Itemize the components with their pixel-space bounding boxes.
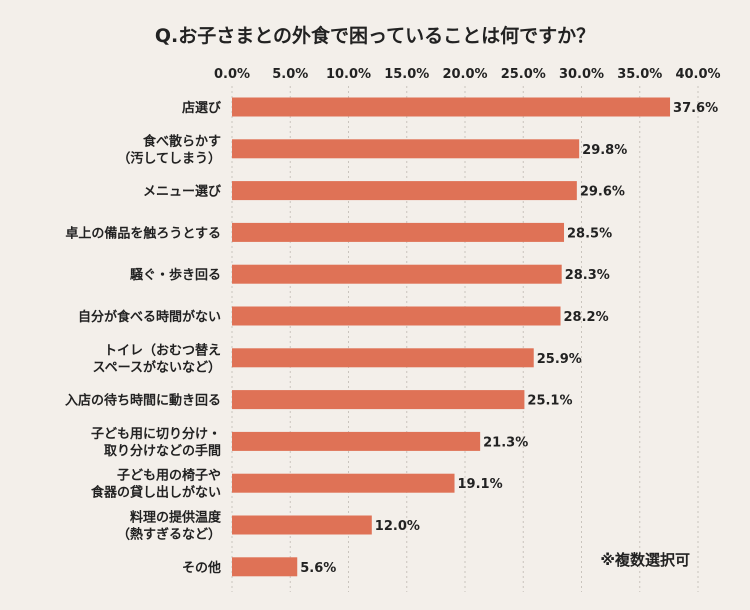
x-tick-label: 25.0% — [501, 67, 546, 82]
category-label: 騒ぐ・歩き回る — [129, 267, 221, 283]
category-label: 子ども用の椅子や食器の貸し出しがない — [91, 468, 221, 501]
category-label: 入店の待ち時間に動き回る — [65, 393, 221, 409]
category-label: 店選び — [182, 100, 222, 116]
category-label: 自分が食べる時間がない — [78, 309, 221, 325]
bar — [232, 306, 561, 326]
category-label: 料理の提供温度（熱すぎるなど） — [117, 510, 222, 543]
value-label: 28.2% — [564, 310, 609, 325]
x-tick-label: 30.0% — [559, 67, 604, 82]
gridlines — [231, 86, 699, 592]
value-label: 12.0% — [375, 519, 420, 534]
bar — [232, 348, 534, 368]
value-label: 5.6% — [300, 561, 336, 576]
bar — [232, 139, 580, 159]
bar — [232, 390, 525, 410]
value-labels: 37.6% 29.8% 29.6% 28.5% 28.3% 28.2% 25.9% 25.1%… — [300, 101, 718, 576]
bar — [232, 557, 298, 577]
x-tick-label: 40.0% — [675, 67, 720, 82]
value-label: 25.1% — [527, 394, 572, 409]
bar — [232, 222, 565, 242]
x-tick-label: 20.0% — [442, 67, 487, 82]
bars — [232, 97, 671, 577]
bar — [232, 515, 372, 535]
value-label: 28.5% — [567, 226, 612, 241]
value-label: 25.9% — [537, 352, 582, 367]
value-label: 29.6% — [580, 185, 625, 200]
x-axis-ticks: 0.0% 5.0% 10.0% 15.0% 20.0% 25.0% 30.0% 35.0% 40… — [214, 67, 721, 82]
category-label: その他 — [182, 560, 221, 576]
multiple-choice-note: ※複数選択可 — [600, 551, 690, 569]
category-label: 食べ散らかす（汚してしまう） — [117, 133, 221, 166]
x-tick-label: 5.0% — [272, 67, 308, 82]
value-label: 19.1% — [458, 477, 503, 492]
bar — [232, 264, 562, 284]
category-label: 卓上の備品を触ろうとする — [65, 225, 221, 241]
x-tick-label: 0.0% — [214, 67, 250, 82]
x-tick-label: 10.0% — [326, 67, 371, 82]
category-label: メニュー選び — [143, 184, 222, 200]
x-tick-label: 35.0% — [617, 67, 662, 82]
value-label: 21.3% — [483, 435, 528, 450]
chart-title: Q.お子さまとの外食で困っていることは何ですか？ — [155, 24, 595, 47]
bar — [232, 97, 671, 117]
bar — [232, 473, 455, 493]
bar — [232, 181, 577, 201]
value-label: 37.6% — [673, 101, 718, 116]
value-label: 29.8% — [582, 143, 627, 158]
value-label: 28.3% — [565, 268, 610, 283]
bar — [232, 431, 481, 451]
x-tick-label: 15.0% — [384, 67, 429, 82]
category-label: 子ども用に切り分け・取り分けなどの手間 — [91, 426, 221, 459]
category-label: トイレ（おむつ替えスペースがないなど） — [93, 342, 221, 375]
